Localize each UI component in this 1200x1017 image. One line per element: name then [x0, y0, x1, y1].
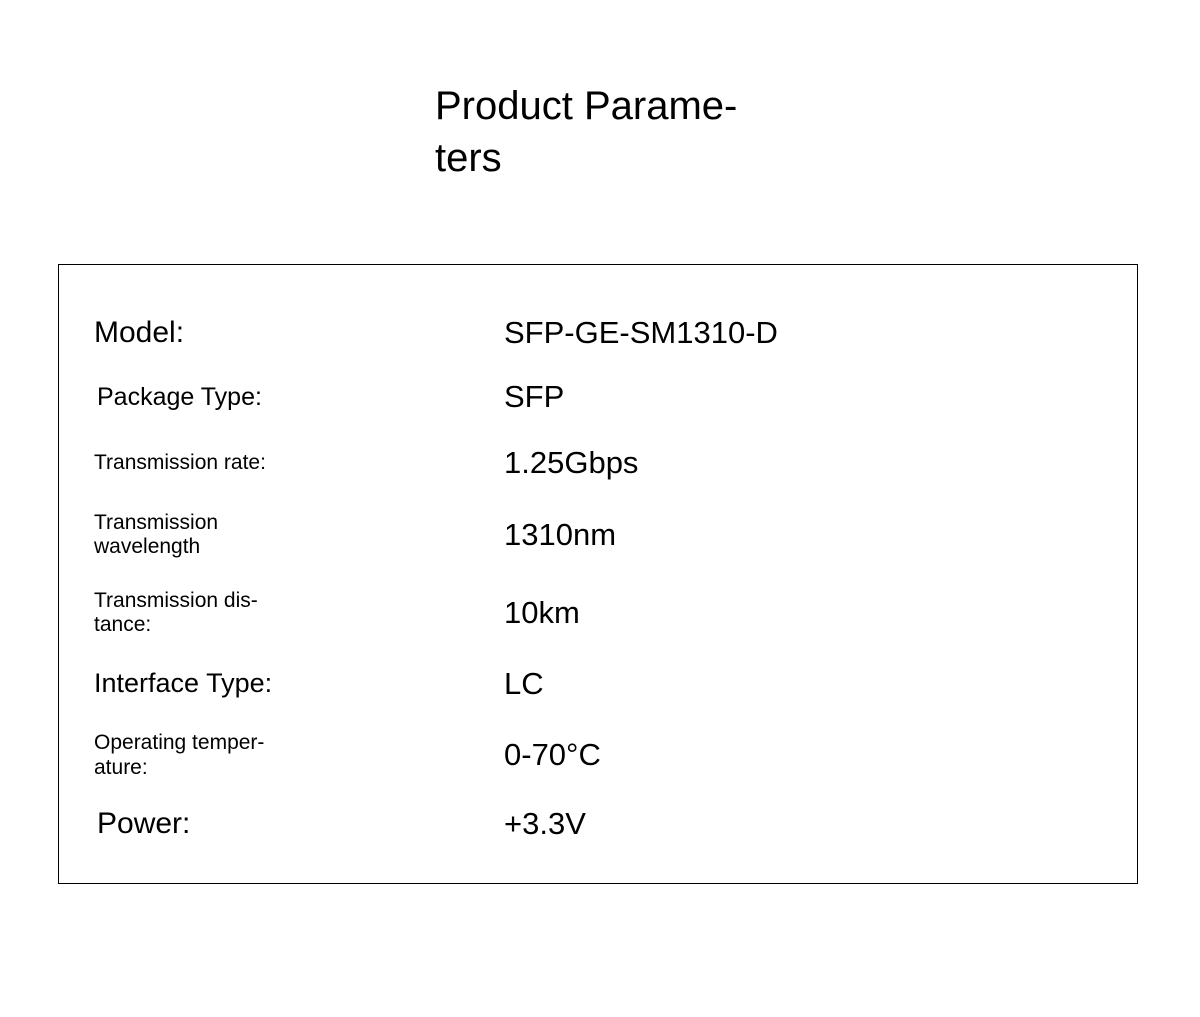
param-value-package-type: SFP: [504, 379, 564, 415]
parameters-box: Model: SFP-GE-SM1310-D Package Type: SFP…: [58, 264, 1138, 884]
param-value-transmission-rate: 1.25Gbps: [504, 445, 638, 481]
param-label-transmission-distance: Transmission dis-tance:: [94, 589, 264, 637]
param-label-power: Power:: [94, 807, 504, 841]
param-row-package-type: Package Type: SFP: [94, 379, 1137, 415]
param-value-power: +3.3V: [504, 806, 586, 842]
param-label-package-type: Package Type:: [94, 383, 504, 412]
param-value-interface-type: LC: [504, 666, 544, 702]
param-row-transmission-rate: Transmission rate: 1.25Gbps: [94, 445, 1137, 481]
param-label-transmission-wavelength: Transmission wavelength: [94, 511, 254, 559]
param-value-transmission-wavelength: 1310nm: [504, 517, 616, 553]
param-row-operating-temperature: Operating temper-ature: 0-70°C: [94, 730, 1137, 780]
param-label-wrapper-distance: Transmission dis-tance:: [94, 589, 504, 637]
param-label-operating-temperature: Operating temper-ature:: [94, 730, 274, 780]
param-value-operating-temperature: 0-70°C: [504, 737, 601, 773]
param-label-interface-type: Interface Type:: [94, 668, 504, 699]
param-value-transmission-distance: 10km: [504, 595, 580, 631]
page-title: Product Parame-ters: [435, 80, 765, 184]
param-label-wrapper-wavelength: Transmission wavelength: [94, 511, 504, 559]
param-row-transmission-wavelength: Transmission wavelength 1310nm: [94, 511, 1137, 559]
param-label-transmission-rate: Transmission rate:: [94, 451, 504, 475]
param-value-model: SFP-GE-SM1310-D: [504, 315, 778, 351]
param-row-power: Power: +3.3V: [94, 806, 1137, 842]
param-row-interface-type: Interface Type: LC: [94, 666, 1137, 702]
param-label-wrapper-temperature: Operating temper-ature:: [94, 730, 504, 780]
param-row-transmission-distance: Transmission dis-tance: 10km: [94, 589, 1137, 637]
param-row-model: Model: SFP-GE-SM1310-D: [94, 315, 1137, 351]
param-label-model: Model:: [94, 316, 504, 350]
